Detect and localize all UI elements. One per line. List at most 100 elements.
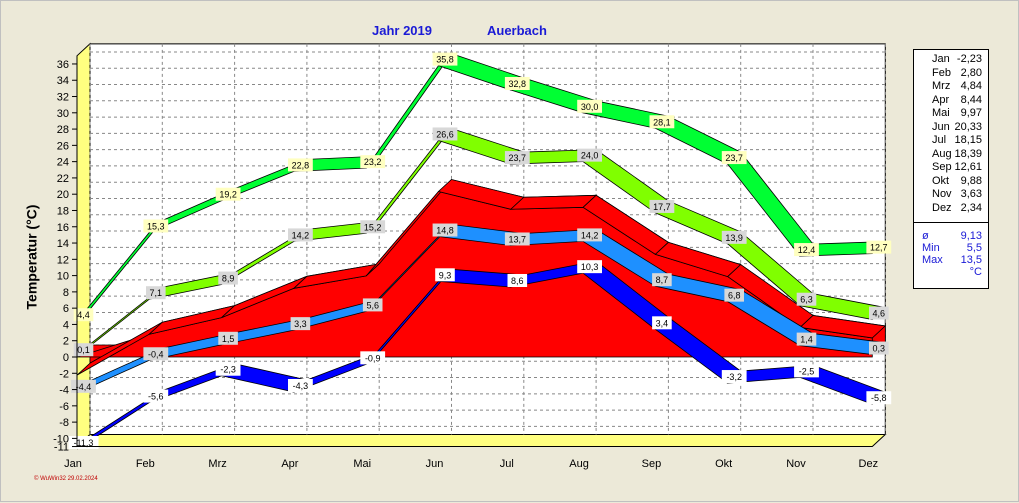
- stats-divider: [914, 222, 988, 223]
- x-tick-label: Jun: [426, 458, 444, 470]
- y-tick-label: -6: [59, 401, 69, 413]
- data-label-text: 4,6: [873, 309, 886, 319]
- data-label-box: [432, 52, 458, 66]
- data-label-box: [504, 232, 530, 246]
- stats-summary-row: ø 9,13: [914, 230, 986, 242]
- data-label: 6,3: [796, 292, 817, 306]
- y-tick-label: -11: [54, 442, 69, 454]
- stats-month: Mai: [932, 107, 950, 119]
- data-label: 1,5: [218, 331, 238, 345]
- stats-row: Jan -2,23: [914, 53, 986, 65]
- stats-value: 18,15: [954, 134, 982, 146]
- chart-subtitle: Auerbach: [487, 23, 547, 38]
- chart-title: Jahr 2019: [372, 23, 432, 38]
- data-label-box: [796, 292, 817, 306]
- data-label-box: [362, 298, 383, 312]
- stats-summary-label: Max: [922, 254, 943, 266]
- data-label: 5,6: [362, 298, 383, 312]
- stats-row: Nov 3,63: [914, 188, 986, 200]
- data-label: 4,6: [869, 306, 889, 320]
- stats-month: Jun: [932, 120, 950, 133]
- data-label-box: [215, 362, 241, 376]
- data-label-text: 7,1: [150, 288, 163, 298]
- data-label: 9,3: [435, 268, 455, 282]
- x-tick-label: Dez: [859, 458, 879, 470]
- x-tick-label: Nov: [786, 458, 806, 470]
- data-label: 23,7: [721, 151, 747, 165]
- data-label-box: [869, 341, 889, 355]
- stats-month: Jan: [932, 53, 950, 65]
- data-label: -4,3: [288, 379, 313, 393]
- data-label: 30,0: [577, 99, 602, 113]
- data-label-text: 19,2: [219, 190, 237, 200]
- data-label-box: [360, 220, 386, 234]
- stats-value: 8,44: [960, 93, 982, 106]
- data-label: 15,2: [360, 220, 386, 234]
- data-label-text: 13,9: [725, 233, 743, 243]
- stats-summary-value: 5,5: [966, 242, 982, 254]
- data-label-box: [288, 379, 313, 393]
- data-label-text: 6,3: [800, 295, 813, 305]
- data-label-text: -4,4: [76, 382, 92, 392]
- data-label-text: 17,7: [653, 202, 671, 212]
- stats-row: Dez 2,34: [914, 202, 986, 214]
- stats-summary-label: ø: [922, 230, 929, 242]
- data-label: 32,8: [504, 77, 530, 91]
- data-label-box: [577, 148, 602, 162]
- stats-month: Sep: [932, 161, 952, 173]
- data-label-text: 4,4: [77, 310, 90, 320]
- data-label: 8,9: [218, 271, 238, 285]
- data-label-box: [143, 219, 169, 233]
- data-label-box: [796, 332, 817, 346]
- data-label-box: [435, 268, 455, 282]
- stats-value: -2,23: [956, 53, 982, 65]
- data-label-box: [218, 331, 238, 345]
- data-label: -5,6: [143, 389, 169, 403]
- data-label-text: 32,8: [509, 79, 527, 89]
- data-label-box: [866, 240, 892, 254]
- data-label-box: [724, 288, 744, 302]
- data-label-box: [215, 187, 241, 201]
- data-label: 8,6: [507, 273, 528, 287]
- data-label-text: 3,3: [294, 319, 307, 329]
- data-label-text: 6,8: [728, 291, 741, 301]
- y-tick-label: 32: [57, 92, 69, 104]
- data-label-text: -5,8: [871, 393, 887, 403]
- data-label-text: 23,2: [364, 157, 382, 167]
- stats-month: Jul: [932, 134, 947, 146]
- stats-summary-row: Min 5,5: [914, 242, 986, 254]
- y-tick-label: -8: [59, 417, 69, 429]
- data-label: -0,4: [143, 347, 169, 361]
- x-tick-label: Sep: [642, 458, 662, 470]
- data-label: 23,7: [504, 151, 530, 165]
- y-tick-label: 20: [57, 189, 69, 201]
- data-label-box: [73, 343, 94, 357]
- y-tick-label: 14: [57, 238, 69, 250]
- x-tick-label: Aug: [569, 458, 589, 470]
- data-label-text: -0,4: [148, 349, 164, 359]
- x-tick-label: Apr: [281, 458, 298, 470]
- stats-value: 18,39: [954, 147, 982, 160]
- stats-value: 20,33: [954, 120, 982, 133]
- data-label-text: 22,8: [292, 160, 310, 170]
- stats-value: 9,97: [960, 107, 982, 119]
- data-label-text: 1,5: [222, 334, 235, 344]
- data-label: 17,7: [649, 199, 675, 213]
- y-tick-label: -4: [59, 385, 69, 397]
- stats-row: Okt 9,88: [914, 175, 986, 187]
- plot-floor: [75, 434, 887, 448]
- y-tick-label: -10: [53, 433, 69, 445]
- data-label: 13,7: [504, 232, 530, 246]
- data-label-text: 1,4: [800, 335, 813, 345]
- stats-row: Apr 8,44: [914, 94, 986, 106]
- data-label-box: [652, 316, 672, 330]
- stats-value: 9,88: [960, 174, 982, 187]
- x-tick-label: Mrz: [208, 458, 226, 470]
- stats-summary-row: Max 13,5: [914, 254, 986, 266]
- data-label-box: [652, 273, 672, 287]
- data-label: 8,7: [652, 273, 672, 287]
- data-label-box: [649, 199, 675, 213]
- stats-value: 12,61: [954, 161, 982, 173]
